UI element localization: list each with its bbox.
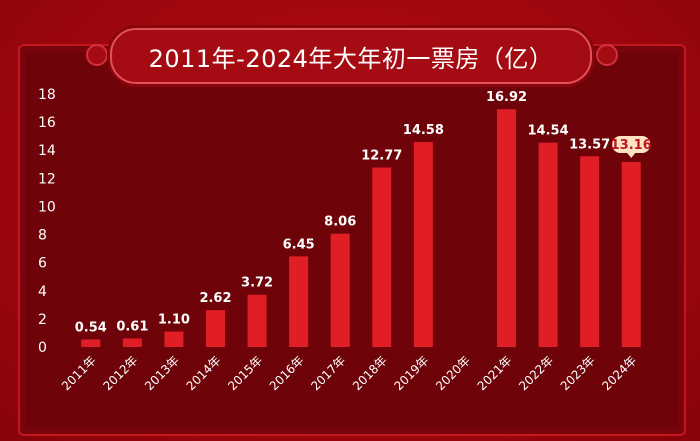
- y-tick-label: 10: [38, 199, 56, 215]
- bars: [81, 109, 641, 348]
- x-tick-label: 2020年: [433, 353, 473, 393]
- bar: [81, 339, 101, 347]
- x-tick-label: 2023年: [558, 353, 598, 393]
- x-tick-label: 2016年: [267, 353, 307, 393]
- data-label: 6.45: [283, 237, 315, 252]
- y-tick-label: 2: [38, 312, 47, 328]
- chart-title: 2011年-2024年大年初一票房（亿）: [148, 44, 554, 73]
- decorative-ornament-right: [596, 44, 618, 66]
- bar: [372, 167, 392, 347]
- chart-panel: [18, 44, 686, 436]
- x-tick-label: 2021年: [475, 353, 515, 393]
- bar: [122, 338, 142, 347]
- x-tick-label: 2022年: [516, 353, 556, 393]
- y-tick-label: 12: [38, 171, 56, 187]
- data-label: 2.62: [199, 291, 231, 306]
- title-banner: 2011年-2024年大年初一票房（亿）: [110, 28, 592, 84]
- x-axis: 2011年 2012年 2013年 2014年 2015年 2016年 2017年 2018年…: [59, 353, 639, 393]
- bar: [206, 310, 225, 347]
- data-label: 3.72: [241, 276, 273, 291]
- bar: [247, 294, 267, 347]
- bar: [538, 142, 558, 347]
- y-tick-label: 0: [38, 340, 47, 356]
- y-tick-label: 4: [38, 284, 47, 300]
- data-label: 12.77: [361, 149, 402, 164]
- data-label: 0.61: [116, 319, 148, 334]
- x-tick-label: 2015年: [225, 353, 265, 393]
- y-axis: 0 2 4 6 8 10 12 14 16 18: [38, 87, 56, 356]
- data-label: 14.54: [528, 124, 569, 139]
- x-tick-label: 2011年: [59, 353, 99, 393]
- x-tick-label: 2024年: [599, 353, 639, 393]
- data-label: 14.58: [403, 123, 444, 138]
- x-tick-label: 2017年: [308, 353, 348, 393]
- bar: [289, 256, 309, 347]
- bar: [413, 142, 433, 347]
- x-tick-label: 2014年: [184, 353, 224, 393]
- bar: [497, 109, 516, 348]
- x-tick-label: 2019年: [391, 353, 431, 393]
- y-tick-label: 14: [38, 143, 56, 159]
- data-label: 1.10: [158, 313, 190, 328]
- y-tick-label: 16: [38, 115, 56, 131]
- y-tick-label: 18: [38, 87, 56, 103]
- data-label: 16.92: [486, 90, 527, 105]
- data-label: 0.54: [75, 320, 107, 335]
- bar: [621, 162, 641, 347]
- data-label: 13.57: [569, 137, 610, 152]
- y-tick-label: 6: [38, 256, 47, 272]
- x-tick-label: 2012年: [100, 353, 140, 393]
- highlight-label-pointer: [627, 153, 636, 159]
- bar: [330, 233, 350, 347]
- highlight-label-badge: [612, 136, 651, 154]
- bar: [580, 156, 600, 347]
- y-tick-label: 8: [38, 228, 47, 244]
- bar: [164, 331, 184, 347]
- decorative-ornament-left: [86, 44, 108, 66]
- x-tick-label: 2018年: [350, 353, 390, 393]
- data-label: 13.16: [611, 138, 652, 153]
- x-tick-label: 2013年: [142, 353, 182, 393]
- data-label: 8.06: [324, 215, 356, 230]
